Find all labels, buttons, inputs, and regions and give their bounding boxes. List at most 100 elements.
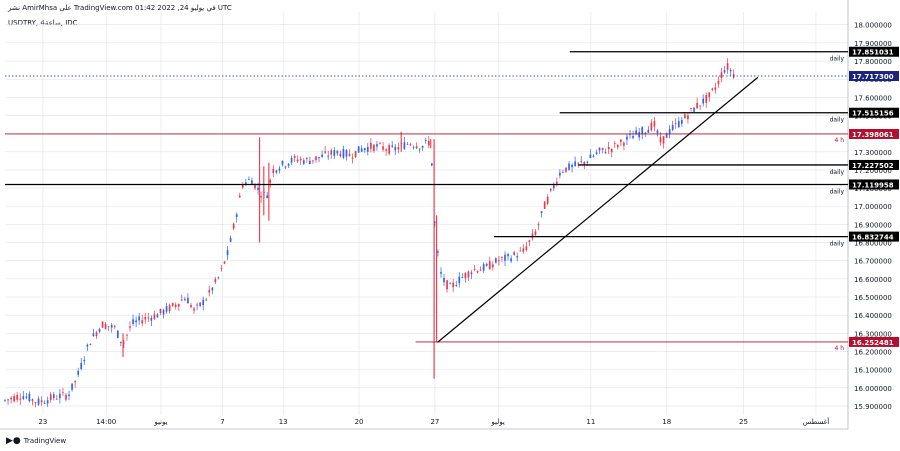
candle-body [10, 397, 12, 400]
candle-body [68, 394, 70, 397]
candles [4, 58, 735, 408]
x-tick-label: أغسطس [803, 417, 830, 426]
price-label: 17.119958 [852, 181, 894, 189]
candle-body [202, 299, 205, 306]
candle-body [229, 238, 232, 242]
candle-body [180, 299, 183, 301]
candle-body [668, 129, 671, 135]
candle-body [391, 145, 394, 147]
candle-body [269, 180, 272, 183]
candle-body [510, 258, 512, 262]
candle-body [217, 277, 220, 279]
price-label: 17.515156 [852, 110, 894, 118]
x-tick-label: 20 [355, 418, 364, 426]
y-tick-label: 17.300000 [854, 149, 892, 157]
candle-body [431, 163, 433, 166]
candle-body [296, 159, 299, 162]
candle-body [629, 134, 631, 136]
candle-body [455, 285, 458, 287]
level-tag: daily [830, 117, 845, 124]
level-tag: 4 h [834, 345, 844, 352]
candle-body [315, 156, 317, 161]
candle-body [49, 394, 52, 401]
price-label-box [849, 128, 899, 139]
candle-body [168, 305, 171, 312]
candle-body [452, 282, 455, 288]
candle-body [485, 263, 488, 266]
candle-body [720, 72, 723, 78]
candle-body [711, 88, 714, 90]
candle-body [196, 304, 198, 306]
candle-body [260, 195, 262, 198]
candle-body [598, 147, 601, 151]
candle-body [577, 162, 580, 164]
x-tick-label: 14:00 [96, 418, 116, 426]
candle-body [275, 170, 278, 173]
candle-body [126, 334, 128, 336]
candle-body [543, 201, 546, 209]
candle-body [71, 383, 73, 390]
candle-body [592, 155, 595, 157]
candle-body [52, 394, 55, 398]
candle-body [650, 122, 653, 131]
candle-body [684, 114, 686, 119]
candle-body [4, 399, 6, 401]
candle-body [22, 396, 25, 400]
candle-body [223, 261, 226, 264]
candle-body [464, 273, 467, 279]
candle-body [31, 399, 34, 402]
candle-body [507, 253, 509, 257]
x-tick-label: 18 [662, 418, 671, 426]
candle-body [107, 326, 110, 328]
candle-body [113, 326, 116, 328]
candle-body [540, 211, 543, 213]
candle-body [376, 144, 378, 147]
candle-body [150, 317, 153, 321]
candle-body [40, 400, 43, 403]
level-tag: daily [830, 169, 845, 176]
candle-body [254, 183, 256, 189]
candle-body [278, 168, 281, 171]
y-tick-label: 16.800000 [854, 240, 892, 248]
candle-body [616, 145, 619, 148]
candle-body [394, 147, 397, 151]
candle-body [418, 148, 421, 150]
candle-body [449, 283, 451, 285]
candle-body [580, 161, 583, 162]
candle-body [671, 125, 674, 130]
candle-body [708, 92, 711, 98]
candle-body [552, 185, 555, 189]
candle-body [607, 146, 610, 150]
candle-body [92, 333, 95, 337]
candle-body [214, 278, 217, 283]
candle-body [473, 269, 476, 270]
tradingview-logo-text: TradingView [23, 437, 67, 445]
candle-body [403, 142, 406, 150]
candle-body [397, 147, 400, 150]
candle-body [309, 160, 311, 165]
candle-body [623, 142, 625, 146]
y-tick-label: 16.900000 [854, 221, 892, 229]
price-label-box [849, 46, 899, 57]
y-tick-label: 16.200000 [854, 348, 892, 356]
candle-body [211, 287, 214, 291]
candle-body [620, 139, 622, 143]
candle-body [86, 344, 89, 347]
y-tick-label: 16.400000 [854, 312, 892, 320]
candle-body [293, 156, 296, 158]
candle-body [415, 146, 418, 149]
candle-body [284, 166, 287, 168]
tradingview-logo-icon: ▶● [6, 436, 21, 446]
candle-body [138, 316, 140, 321]
candle-body [427, 140, 430, 146]
y-tick-label: 16.700000 [854, 258, 892, 266]
candle-body [406, 143, 409, 145]
candle-body [354, 151, 357, 158]
candle-body [174, 304, 177, 307]
x-tick-label: 7 [220, 418, 224, 426]
candle-body [348, 153, 351, 157]
candle-body [327, 155, 330, 157]
candle-body [482, 264, 485, 271]
x-tick-label: 27 [430, 418, 439, 426]
